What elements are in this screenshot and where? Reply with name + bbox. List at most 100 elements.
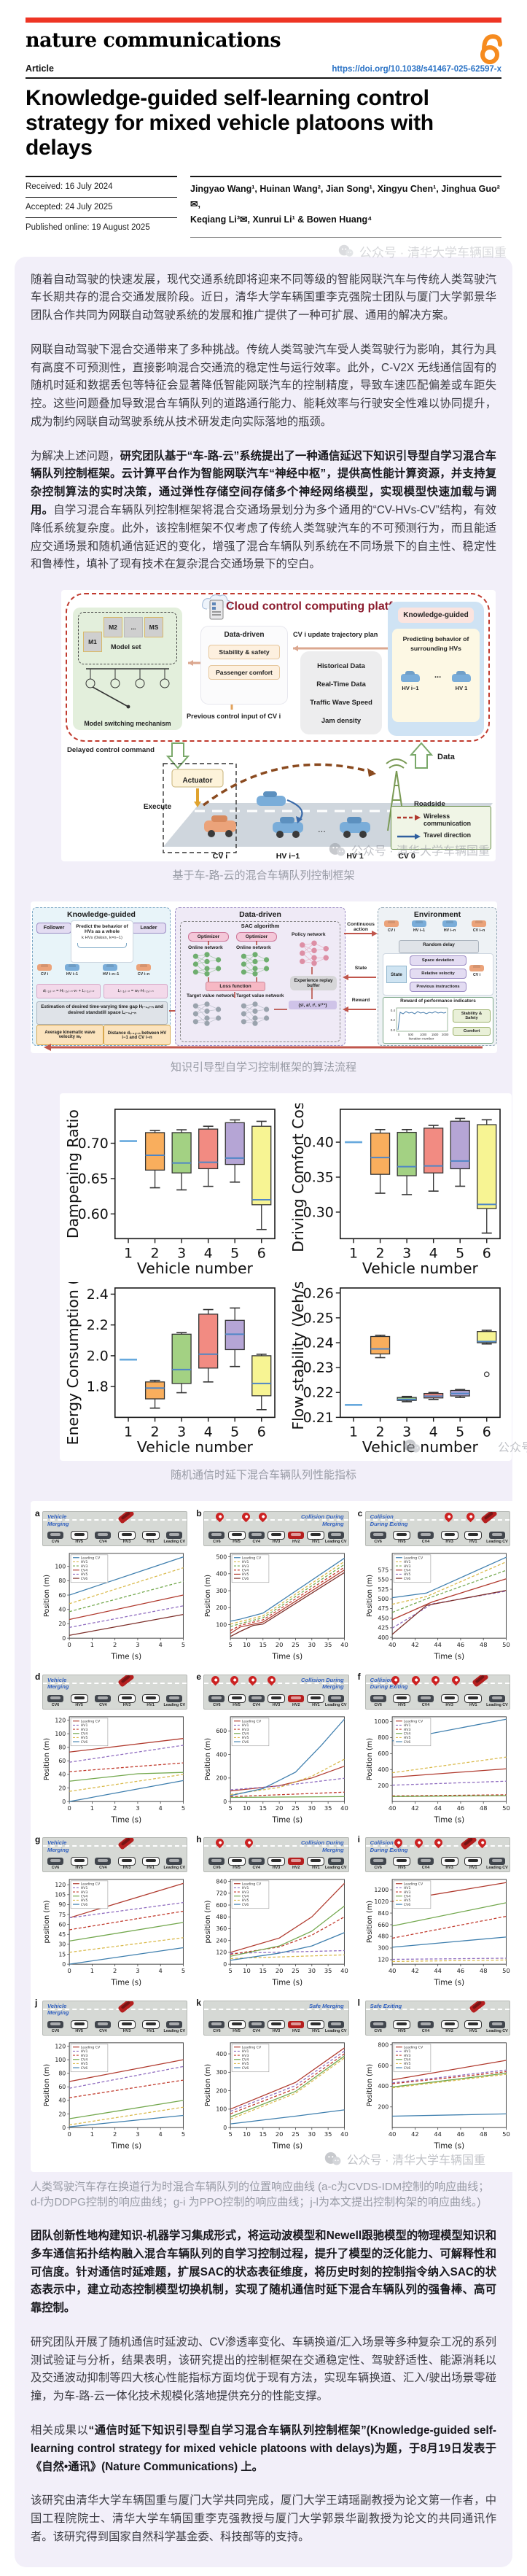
car-cv4: CV4 [93,1532,112,1544]
target-network-1: Target value network [187,993,235,999]
svg-text:HV1: HV1 [403,1723,410,1728]
svg-text:800: 800 [378,2041,389,2048]
svg-text:50: 50 [502,1967,510,1974]
svg-text:75: 75 [58,1912,66,1918]
svg-text:15: 15 [259,1967,268,1974]
car-hv1: HV1 [306,2020,325,2033]
svg-text:CV6: CV6 [242,1577,249,1581]
fig2-car-cvin: CV i−n [136,964,151,977]
svg-text:Roadside: Roadside [414,800,445,808]
car-hv1: HV1 [306,1858,325,1870]
svg-text:Vehicle number: Vehicle number [137,1260,254,1277]
svg-text:2: 2 [376,1424,385,1440]
svg-text:CV6: CV6 [242,2065,249,2070]
svg-text:40: 40 [389,2130,397,2138]
svg-text:1200: 1200 [374,1887,389,1893]
svg-text:6: 6 [483,1424,491,1440]
svg-text:0: 0 [224,2125,227,2131]
svg-text:Time (s): Time (s) [272,2141,303,2150]
svg-text:HV i−1: HV i−1 [276,852,300,861]
svg-text:200: 200 [216,2087,227,2094]
svg-text:Time (s): Time (s) [110,1653,141,1661]
svg-text:0: 0 [62,2125,66,2131]
scenario-title: Vehicle Merging [47,2002,69,2017]
car-leading-cv: Leading CV [486,1694,508,1707]
merging-red-car [117,1675,135,1688]
model-set-box: M1 M2 ... MS Model set [78,612,177,665]
car-hv2: HV2 [286,1858,305,1870]
panel-letter: k [196,1997,202,2008]
car-leading-cv: Leading CV [325,1532,346,1544]
car-hv2: HV2 [286,2020,305,2033]
svg-text:3: 3 [402,1424,411,1440]
authors-block: Jingyao Wang¹, Huinan Wang², Jian Song¹,… [190,175,501,238]
svg-text:120: 120 [55,2043,66,2049]
fig4-panel-c: c Collision During Exiting CV6 HV5 CV4 HV3 HV1… [358,1508,510,1661]
car-hv2: HV2 [286,1694,305,1707]
published-date: Published online: 19 August 2025 [26,217,177,238]
svg-text:HV3: HV3 [242,2053,249,2057]
svg-text:15: 15 [58,1952,66,1958]
authors-line-1: Jingyao Wang¹, Huinan Wang², Jian Song¹,… [190,183,500,209]
svg-text:720: 720 [216,1890,227,1897]
svg-text:Leading CV: Leading CV [242,1882,262,1887]
paragraph-4: 团队创新性地构建知识-机器学习集成形式，将运动波模型和Newell跟驰模型的物理… [31,2230,496,2315]
panel-letter: b [196,1508,202,1519]
svg-text:3: 3 [177,1245,186,1261]
svg-text:0.2: 0.2 [391,1018,396,1022]
doi-link[interactable]: https://doi.org/10.1038/s41467-025-62597… [332,65,501,74]
caption-fig3: 随机通信时延下混合车辆队列性能指标 [170,1469,356,1482]
svg-text:Energy Consumption (kJ): Energy Consumption (kJ) [66,1282,82,1445]
svg-text:Time (s): Time (s) [433,1815,464,1824]
svg-text:5: 5 [229,1641,233,1648]
car-leading-cv: Leading CV [486,1858,508,1870]
car-leading-cv: Leading CV [486,1532,508,1544]
passenger-comfort-chip: Passenger comfort [208,665,280,680]
svg-text:60: 60 [58,2084,66,2090]
box-chart-dampening: 0.60 0.65 0.70 1 2 3 4 5 6 Dampening Ratio Vehicle… [66,1109,276,1277]
hv-car-right: HV 1 [452,674,471,691]
car-hv1: HV1 [464,1858,483,1870]
svg-text:Leading CV: Leading CV [81,1556,101,1561]
svg-text:CV4: CV4 [403,1569,410,1573]
model-switch-glyph [85,668,170,709]
svg-text:0.4: 0.4 [391,1009,396,1012]
svg-text:80: 80 [58,2070,66,2076]
svg-text:0.22: 0.22 [303,1385,334,1401]
svg-text:5: 5 [181,1804,185,1812]
svg-text:Leading CV: Leading CV [81,1882,101,1887]
svg-text:HV1: HV1 [403,2049,410,2054]
position-time-plot-a: 0 20 40 60 80 100 0 1 2 3 4 5 Time (s) Position (m) Le… [43,1553,185,1661]
svg-text:HV5: HV5 [242,2062,249,2066]
svg-text:0.21: 0.21 [303,1410,334,1426]
svg-text:800: 800 [378,1734,389,1741]
journal-header: nature communications Article https://do… [0,18,527,238]
mean-reward-minichart: 0.4 0.2 0.0 0 500 1000 1500 2000 Iterati… [391,1007,449,1040]
received-date: Received: 16 July 2024 [26,175,177,197]
estimation-bar: Estimation of desired time-varying time … [36,1001,168,1025]
svg-text:2.4: 2.4 [87,1287,109,1303]
car-hv3: HV3 [117,2020,136,2033]
car-hv5: HV5 [70,1532,89,1544]
delayed-command-label: Delayed control command [67,746,155,755]
svg-text:20: 20 [58,1785,66,1791]
wave-speed-label: Traffic Wave Speed [310,698,372,707]
svg-text:Actuator: Actuator [182,777,212,785]
scenario-title: Vehicle Merging [47,1839,69,1853]
svg-text:4: 4 [159,1967,163,1974]
formula-1: dᵢ₋₁,ᵢ₋ₙ = Hᵢ₋₁,ᵢ₋ₙ·vₜ + Lᵢ₋₁,ᵢ₋ₙ [36,984,101,999]
svg-text:0: 0 [224,1961,227,1968]
fig4-panel-grid: a Vehicle Merging CV6 HV5 CV4 HV3 HV1 Leading C… [35,1508,510,2150]
box-chart-flow: 0.21 0.22 0.23 0.24 0.25 0.26 1 2 3 4 5 6 Flow stabi… [291,1282,501,1456]
svg-text:CV4: CV4 [242,1895,249,1899]
panel-letter: l [357,1997,360,2008]
car-leading-cv: Leading CV [163,2020,185,2033]
paragraph-7: 该研究由清华大学车辆国重与厦门大学共同完成，厦门大学王靖瑶副教授为论文第一作者，… [31,2494,496,2543]
authors-line-2: Keqiang Li³✉, Xunrui Li¹ & Bowen Huang⁴ [190,214,372,225]
svg-text:Vehicle number: Vehicle number [137,1438,254,1456]
panel-letter: f [357,1671,361,1682]
car-cv6: CV6 [369,1532,388,1544]
position-time-plot-c: 400 425 450 475 500 525 550 575 40 42 44 46 48 50 Time… [365,1553,510,1661]
scenario-title: Collision During Merging [301,1839,344,1853]
